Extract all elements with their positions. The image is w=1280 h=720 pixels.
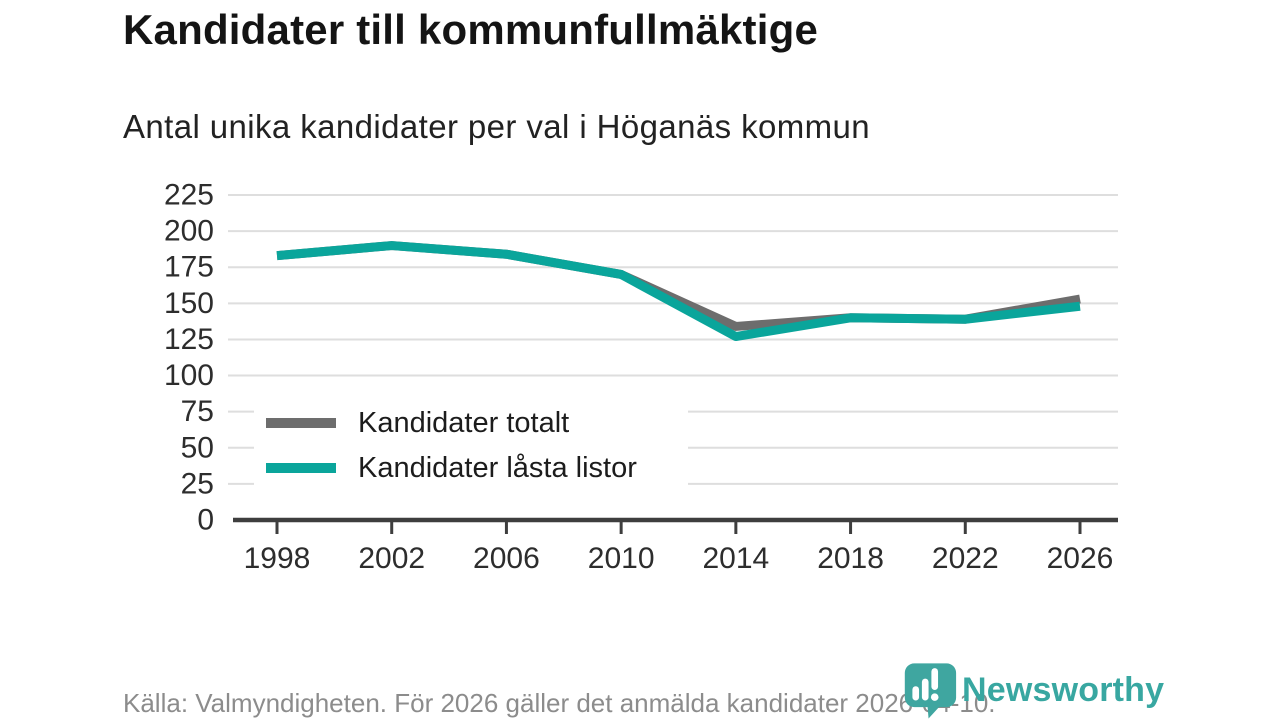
newsworthy-wordmark: Newsworthy [962, 670, 1165, 709]
series-line-kandidater-l-sta-listor [276, 241, 1081, 342]
y-tick-label: 50 [181, 431, 214, 464]
newsworthy-logo: Newsworthy [901, 661, 1164, 719]
logo-bar-short [912, 686, 920, 701]
page-title: Kandidater till kommunfullmäktige [123, 6, 819, 53]
x-tick-label: 2026 [1047, 542, 1114, 575]
y-tick-label: 175 [164, 251, 214, 284]
logo-exclamation-dot [930, 693, 939, 701]
y-tick-label: 125 [164, 323, 214, 356]
legend-label: Kandidater totalt [358, 407, 569, 439]
newsworthy-logo-icon [904, 663, 957, 719]
series-line-kandidater-totalt [276, 241, 1081, 331]
y-tick-label: 75 [181, 395, 214, 428]
y-tick-label: 100 [164, 359, 214, 392]
logo-bar-medium [921, 678, 929, 701]
y-tick-label: 200 [164, 215, 214, 248]
x-tick-label: 2002 [358, 542, 425, 575]
source-note: Källa: Valmyndigheten. För 2026 gäller d… [123, 688, 996, 718]
y-tick-label: 225 [164, 179, 214, 212]
logo-bar-tall [931, 668, 939, 690]
chart-subtitle: Antal unika kandidater per val i Höganäs… [123, 108, 871, 145]
y-tick-label: 25 [181, 467, 214, 500]
x-tick-label: 2010 [588, 542, 655, 575]
y-tick-label: 150 [164, 287, 214, 320]
legend-label: Kandidater låsta listor [358, 452, 637, 484]
x-tick-label: 2018 [817, 542, 884, 575]
y-tick-label: 0 [197, 504, 214, 537]
legend-box [254, 398, 688, 498]
x-tick-label: 2006 [473, 542, 540, 575]
logo-bubble-shape [904, 663, 957, 719]
x-tick-label: 1998 [244, 542, 311, 575]
x-tick-label: 2022 [932, 542, 999, 575]
x-tick-label: 2014 [702, 542, 769, 575]
